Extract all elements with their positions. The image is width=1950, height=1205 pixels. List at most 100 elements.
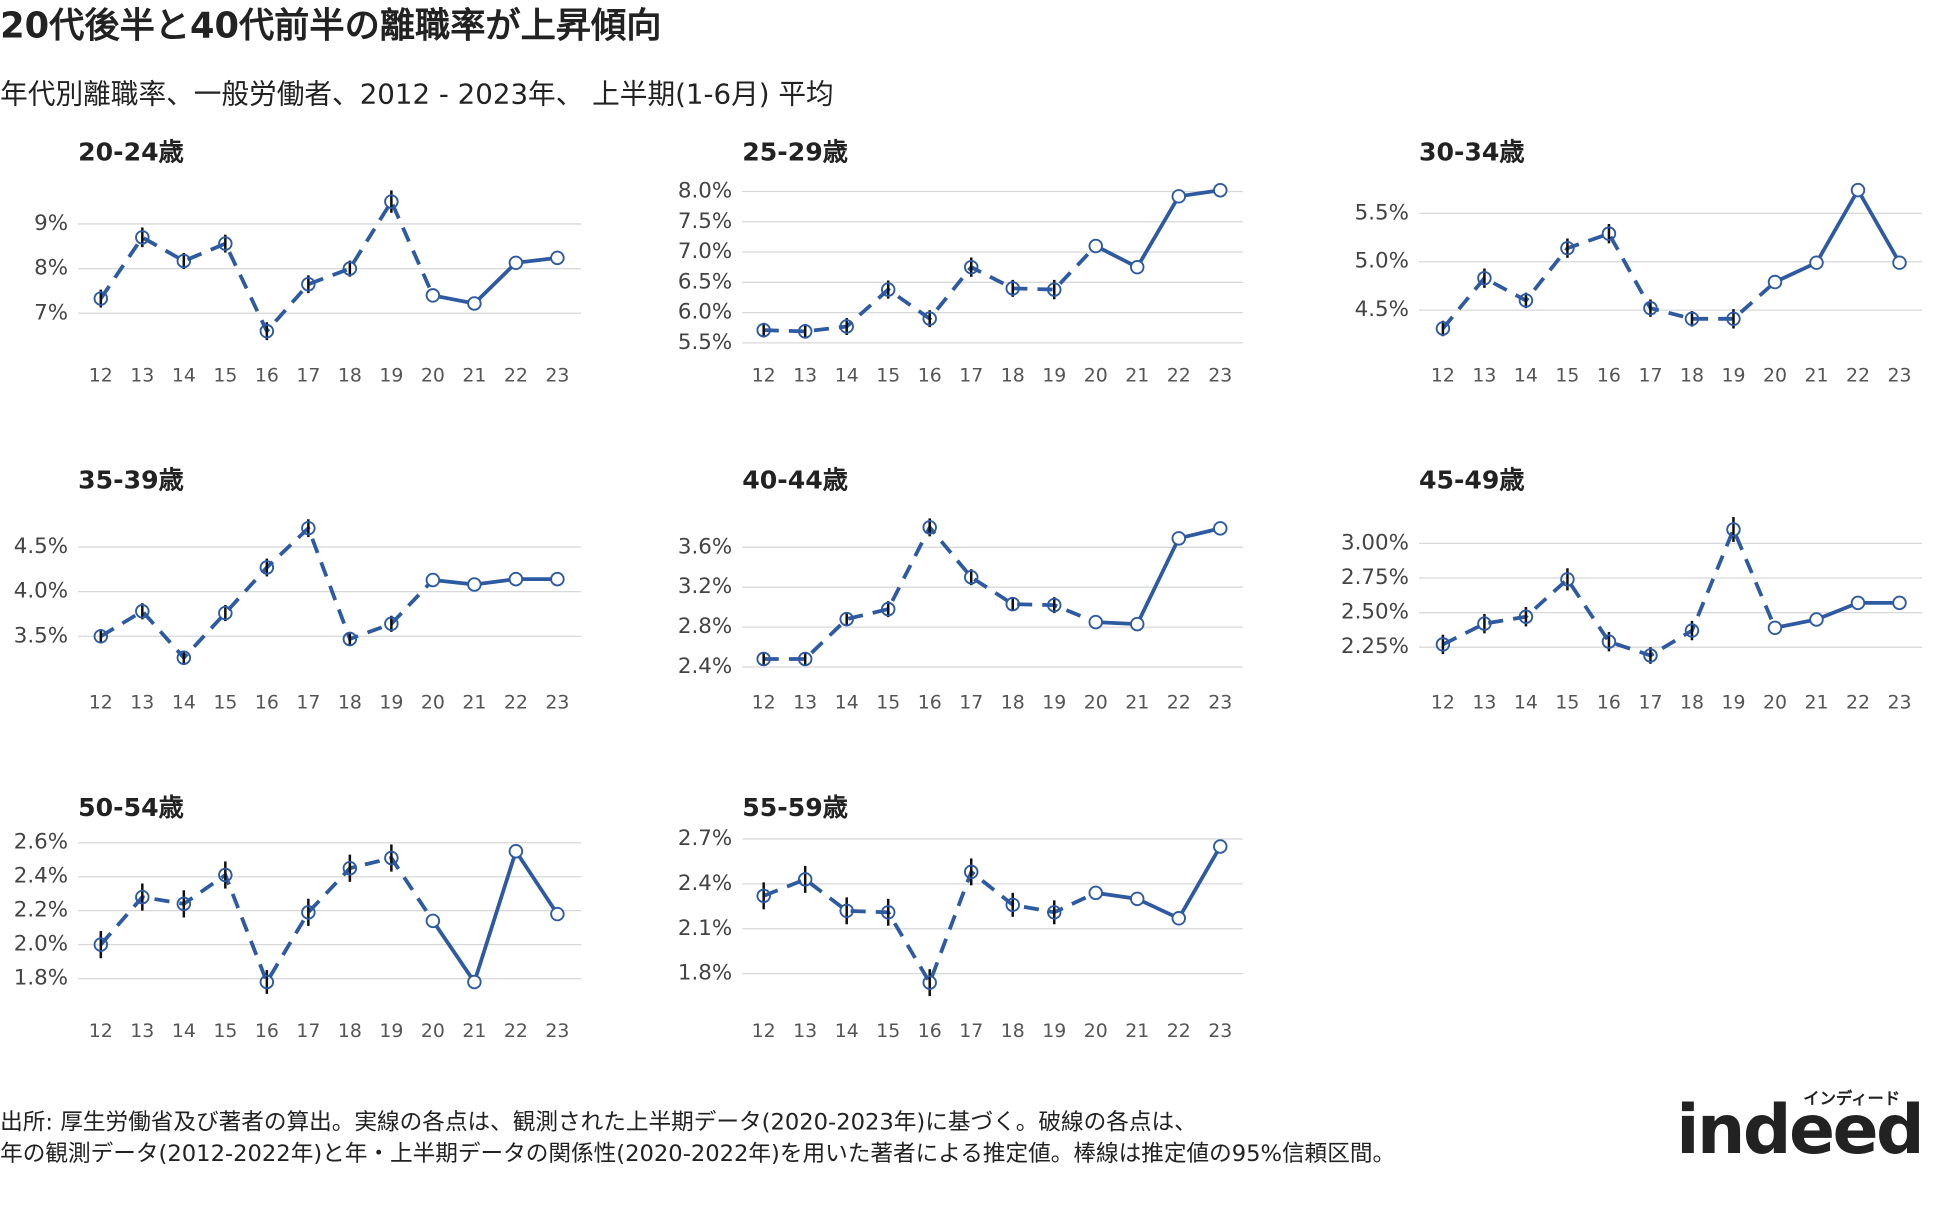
x-tick-label: 22 [1846, 365, 1870, 387]
x-tick-label: 20 [421, 365, 445, 387]
y-tick-label: 5.5% [1355, 200, 1409, 225]
y-tick-label: 2.50% [1341, 600, 1409, 625]
x-tick-label: 15 [213, 1020, 237, 1042]
x-tick-label: 20 [421, 692, 445, 714]
point [425, 572, 441, 588]
point [467, 296, 482, 311]
estimated-line [1441, 231, 1777, 330]
y-tick-label: 2.7% [678, 826, 732, 851]
y-tick-label: 2.0% [14, 932, 68, 957]
point [1005, 897, 1020, 913]
point [922, 520, 937, 535]
x-tick-label: 20 [1084, 365, 1108, 387]
x-tick-label: 20 [1763, 365, 1787, 387]
x-tick-label: 13 [130, 365, 154, 387]
point [1047, 282, 1062, 297]
x-tick-label: 17 [296, 365, 320, 387]
x-tick-label: 12 [752, 365, 776, 387]
observed-line [1095, 845, 1222, 921]
point [1130, 616, 1145, 632]
x-tick-label: 20 [1084, 1020, 1108, 1042]
y-tick-label: 2.8% [678, 614, 732, 639]
x-tick-label: 16 [1597, 692, 1621, 714]
y-tick-label: 9% [34, 211, 68, 236]
x-tick-label: 12 [1431, 692, 1455, 714]
point [1684, 311, 1700, 327]
point [1560, 572, 1575, 587]
panel-title: 40-44歳 [742, 466, 848, 495]
x-tick-label: 16 [255, 365, 279, 387]
x-tick-label: 14 [835, 365, 859, 387]
x-tick-label: 17 [296, 1020, 320, 1042]
x-tick-label: 21 [1804, 692, 1828, 714]
x-tick-label: 12 [752, 692, 776, 714]
point [1601, 226, 1617, 241]
y-tick-label: 3.6% [678, 534, 732, 559]
x-tick-label: 19 [379, 692, 403, 714]
x-tick-label: 14 [1514, 365, 1538, 387]
y-tick-label: 7.0% [678, 239, 732, 264]
point [301, 520, 316, 536]
x-tick-label: 19 [1042, 365, 1066, 387]
x-tick-label: 15 [876, 365, 900, 387]
x-tick-label: 14 [172, 365, 196, 387]
point [756, 322, 771, 338]
y-tick-label: 3.5% [14, 623, 68, 648]
point [1130, 891, 1145, 907]
point [1518, 293, 1534, 308]
point [342, 860, 358, 876]
point [218, 605, 233, 621]
y-tick-label: 2.6% [14, 830, 68, 855]
x-tick-label: 12 [89, 365, 113, 387]
y-tick-label: 8% [34, 256, 68, 281]
point [880, 601, 896, 617]
observed-line [1095, 526, 1221, 627]
point [1684, 623, 1700, 638]
point [93, 291, 109, 306]
observed-line [432, 577, 558, 587]
x-tick-label: 23 [545, 1020, 569, 1042]
x-tick-label: 23 [1888, 365, 1912, 387]
point [93, 937, 109, 952]
panel-title: 20-24歳 [78, 137, 184, 166]
x-tick-label: 22 [504, 1020, 528, 1042]
point [467, 974, 482, 990]
panel-title: 55-59歳 [742, 793, 848, 822]
x-tick-label: 16 [255, 1020, 279, 1042]
x-tick-label: 18 [338, 1020, 362, 1042]
x-tick-label: 15 [213, 365, 237, 387]
point [1477, 270, 1492, 286]
source-line: 出所: 厚生労働省及び著者の算出。実線の各点は、観測された上半期データ(2020… [0, 1110, 1197, 1136]
y-tick-label: 3.00% [1341, 530, 1409, 555]
point [1435, 321, 1451, 336]
observed-line [1774, 186, 1902, 284]
point [342, 631, 358, 647]
x-tick-label: 20 [1763, 692, 1787, 714]
point [1767, 274, 1783, 290]
y-tick-label: 4.5% [1355, 297, 1409, 322]
point [384, 850, 399, 866]
point [922, 975, 937, 990]
point [1213, 183, 1228, 198]
x-tick-label: 12 [752, 1020, 776, 1042]
point [342, 261, 358, 276]
y-tick-label: 8.0% [678, 178, 732, 203]
x-tick-label: 16 [918, 692, 942, 714]
x-tick-label: 18 [1001, 365, 1025, 387]
x-tick-label: 13 [1472, 365, 1496, 387]
x-tick-label: 20 [421, 1020, 445, 1042]
point [301, 905, 316, 920]
point [467, 577, 482, 592]
point [135, 889, 150, 905]
point [384, 616, 399, 632]
point [176, 650, 192, 665]
y-tick-label: 1.8% [678, 961, 732, 986]
x-tick-label: 23 [545, 365, 569, 387]
point [1601, 634, 1617, 649]
point [797, 324, 813, 339]
x-tick-label: 18 [1001, 692, 1025, 714]
y-tick-label: 2.4% [14, 864, 68, 889]
y-tick-label: 2.2% [14, 898, 68, 923]
point [218, 236, 233, 251]
observed-line [1774, 600, 1900, 630]
